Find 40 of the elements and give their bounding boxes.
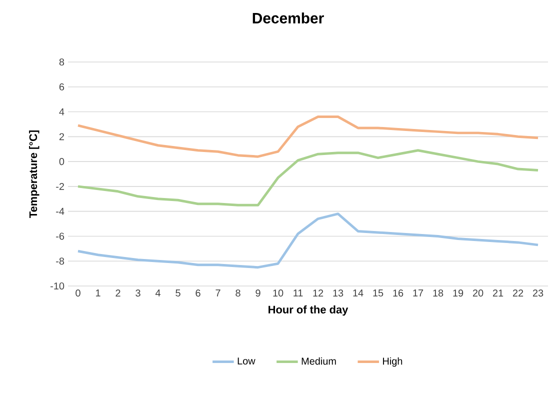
x-tick-label: 13 [333,290,344,297]
y-tick-label: 6 [59,83,64,90]
x-tick-label: 16 [393,290,404,297]
y-tick-label: -6 [56,232,64,240]
y-tick-label: 0 [59,158,64,166]
y-tick-label: 2 [59,133,64,140]
x-tick-label: 11 [294,290,303,296]
y-tick-label: -2 [56,182,64,190]
x-tick-label: 5 [176,290,180,296]
x-tick-label: 1 [96,290,100,296]
y-axis-title: Temperature [°C] [29,130,40,218]
x-tick-label: 0 [76,290,80,297]
x-tick-label: 15 [373,290,384,296]
x-tick-label: 18 [433,290,444,297]
x-tick-label: 14 [353,290,364,296]
x-tick-label: 21 [492,290,504,296]
y-tick-label: -4 [56,208,64,215]
y-tick-label: 8 [59,58,64,66]
legend-label: High [383,357,402,367]
x-tick-label: 8 [236,290,240,297]
y-tick-label: -10 [50,282,64,290]
x-tick-label: 17 [413,290,424,296]
x-tick-label: 7 [216,290,220,296]
x-tick-label: 20 [472,290,484,297]
x-tick-label: 23 [532,290,544,297]
x-tick-label: 19 [453,290,464,297]
x-tick-label: 22 [512,290,524,296]
x-tick-label: 6 [196,290,200,297]
x-tick-label: 3 [136,290,140,297]
x-tick-label: 12 [313,290,324,296]
y-tick-label: -8 [56,258,64,265]
legend-label: Low [238,358,256,365]
x-tick-label: 9 [256,290,260,297]
x-axis-title: Hour of the day [268,305,348,316]
y-tick-label: 4 [59,108,64,116]
x-tick-label: 10 [273,290,284,297]
x-tick-label: 4 [155,290,160,296]
x-tick-label: 2 [116,290,120,296]
legend-label: Medium [302,357,336,365]
chart-title: December [252,12,324,24]
